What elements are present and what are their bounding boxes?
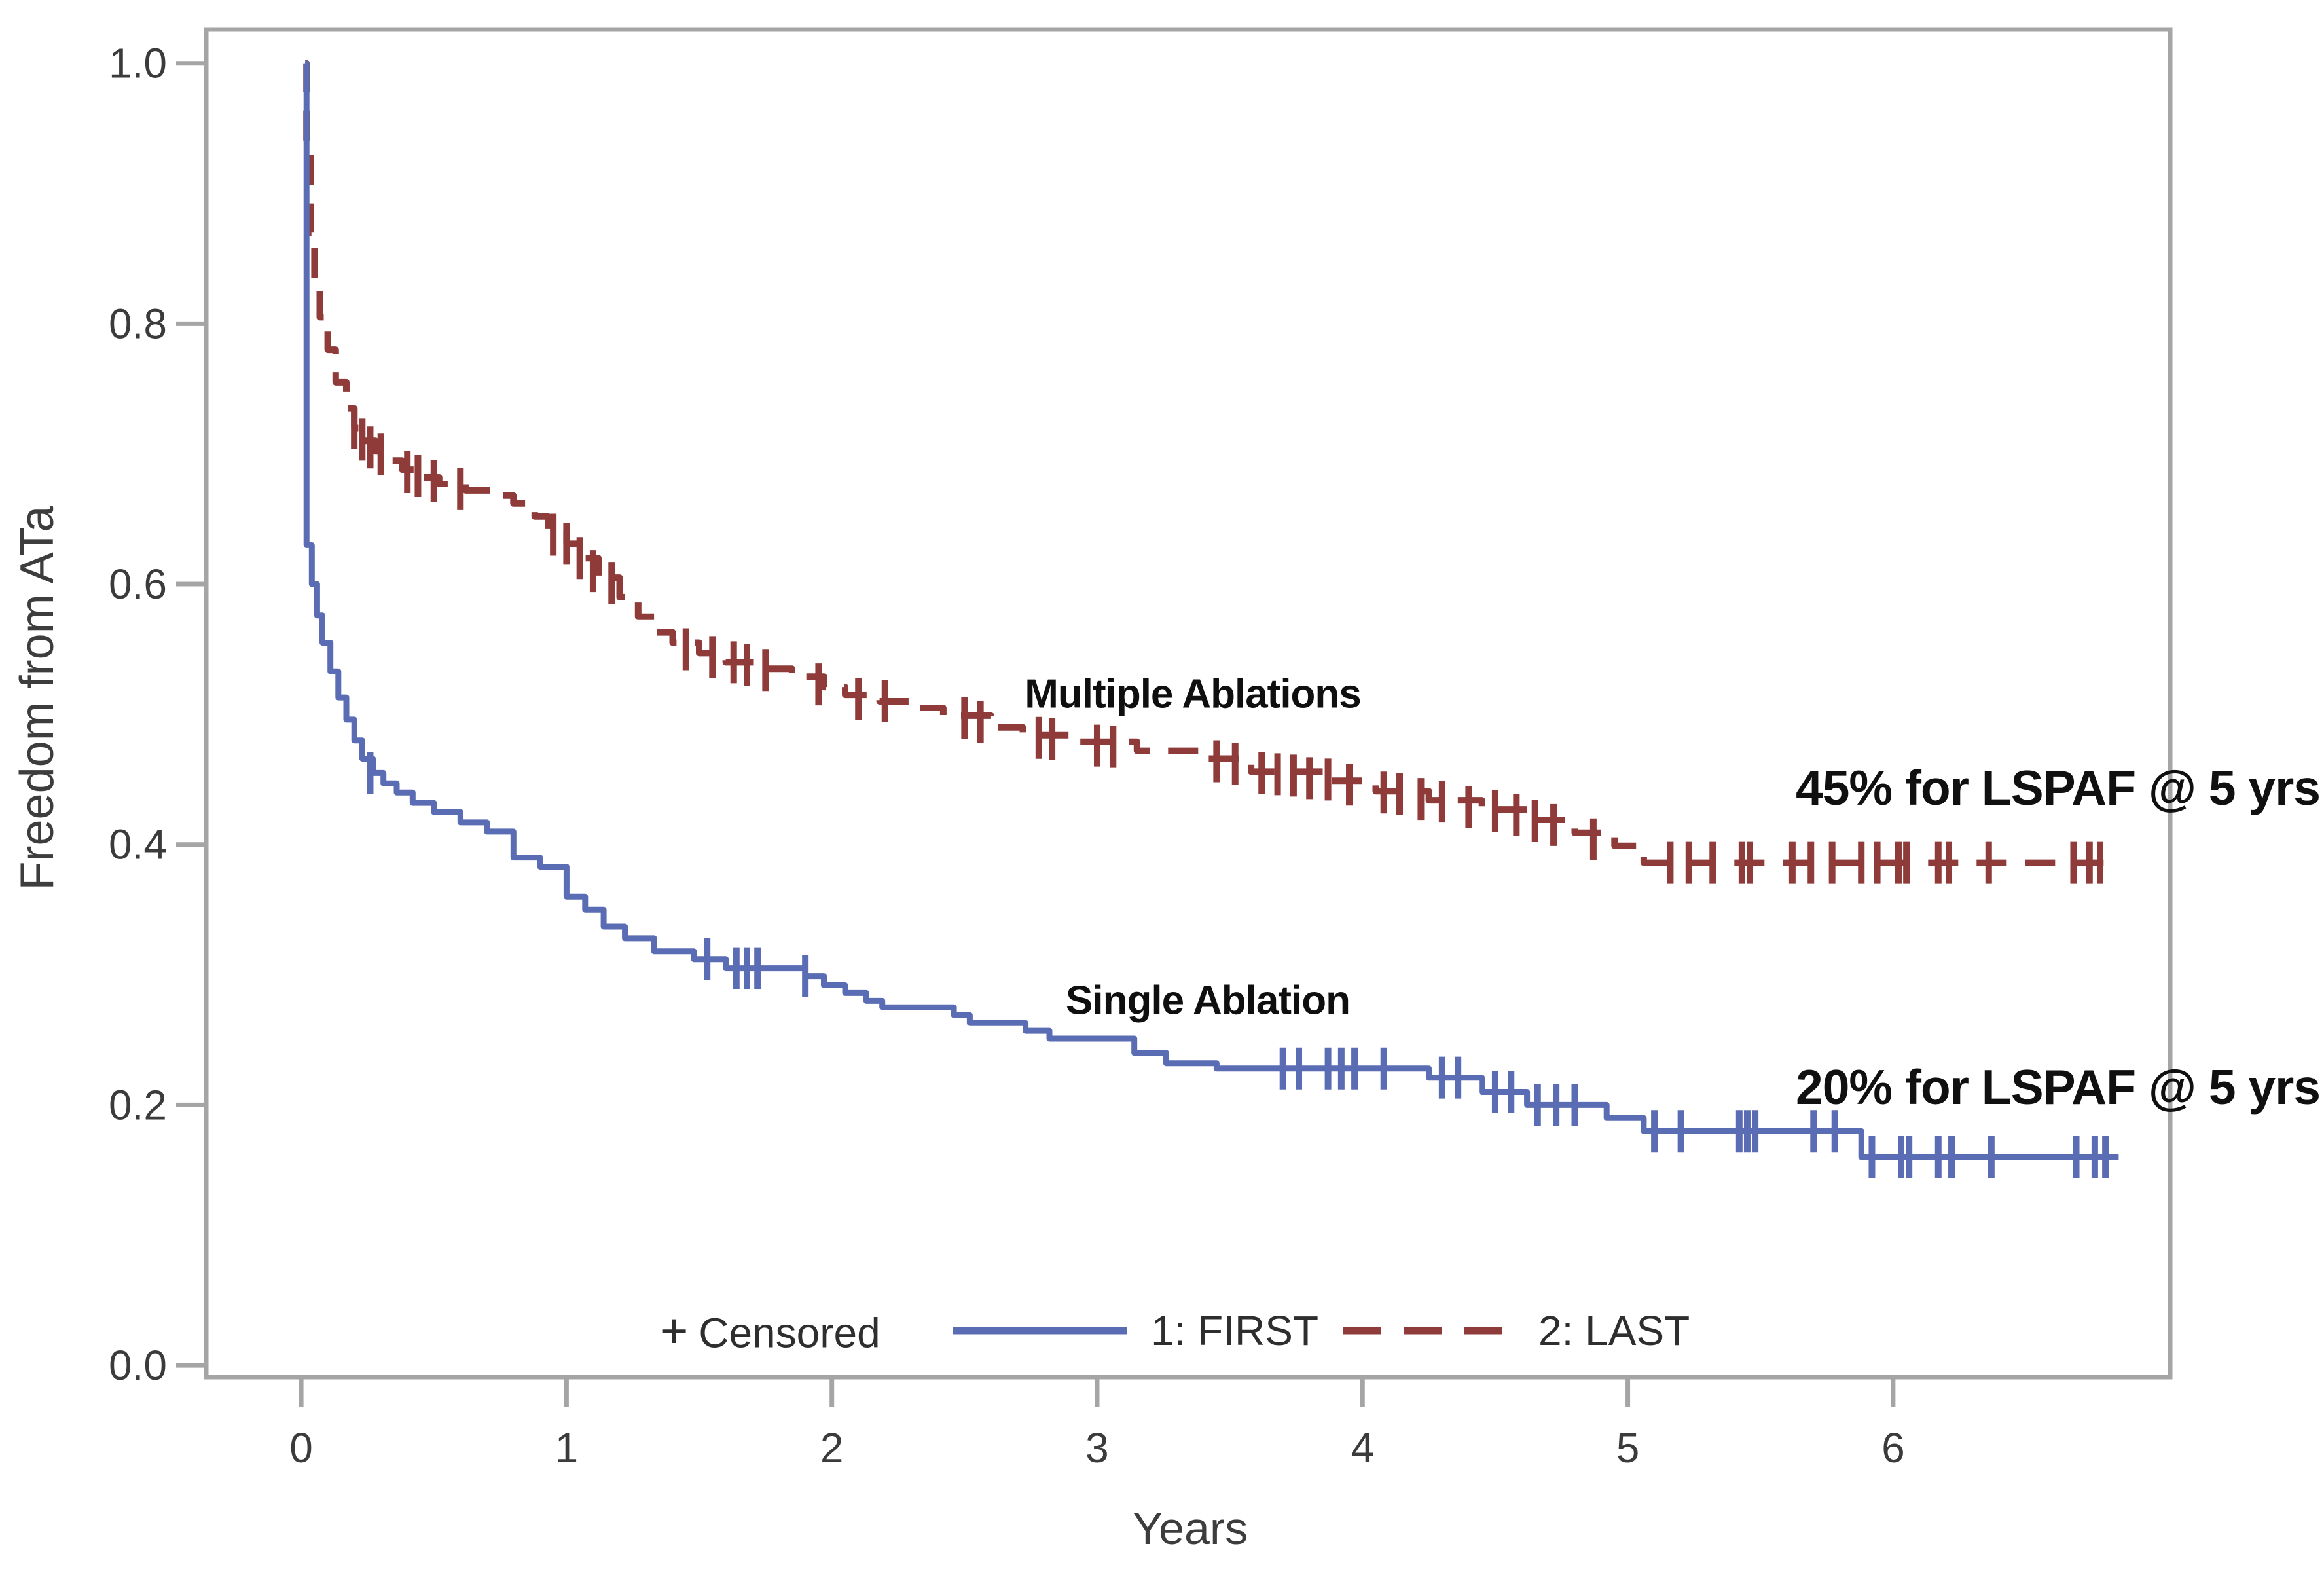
series-curve-1-first — [303, 60, 2119, 1160]
x-tick-label: 2 — [820, 1424, 844, 1471]
curve-label-single-ablation: Single Ablation — [1066, 978, 1351, 1024]
curve-label-multiple-ablations: Multiple Ablations — [1025, 671, 1362, 717]
annotation-last-5yr: 45% for LSPAF @ 5 yrs — [1796, 760, 2321, 815]
y-tick-label: 0.4 — [109, 821, 167, 868]
y-tick-label: 0.2 — [109, 1081, 167, 1128]
x-tick-label: 4 — [1351, 1424, 1374, 1471]
plot-frame — [204, 27, 2173, 1380]
legend-first-label: 1: FIRST — [1151, 1307, 1319, 1354]
x-tick-label: 6 — [1881, 1424, 1905, 1471]
legend-item-first: 1: FIRST — [1151, 1306, 1318, 1355]
y-tick-label: 0.0 — [109, 1342, 167, 1389]
plus-censored-icon: + — [660, 1303, 689, 1358]
series-curve-2-last — [303, 60, 2119, 866]
legend-censored-label: Censored — [699, 1309, 881, 1357]
x-tick-label: 1 — [555, 1424, 579, 1471]
annotation-first-5yr: 20% for LSPAF @ 5 yrs — [1796, 1060, 2321, 1115]
x-tick-label: 3 — [1085, 1424, 1109, 1471]
y-tick-label: 1.0 — [109, 40, 167, 87]
y-tick-label: 0.6 — [109, 561, 167, 608]
legend-item-censored: + Censored — [660, 1303, 881, 1359]
x-tick-label: 0 — [289, 1424, 313, 1471]
x-axis-title: Years — [1132, 1503, 1248, 1554]
legend-item-last: 2: LAST — [1538, 1306, 1690, 1355]
legend-last-label: 2: LAST — [1538, 1307, 1690, 1354]
y-tick-label: 0.8 — [109, 300, 167, 347]
x-tick-label: 5 — [1616, 1424, 1640, 1471]
y-axis-title: Freedom from ATa — [11, 506, 64, 891]
